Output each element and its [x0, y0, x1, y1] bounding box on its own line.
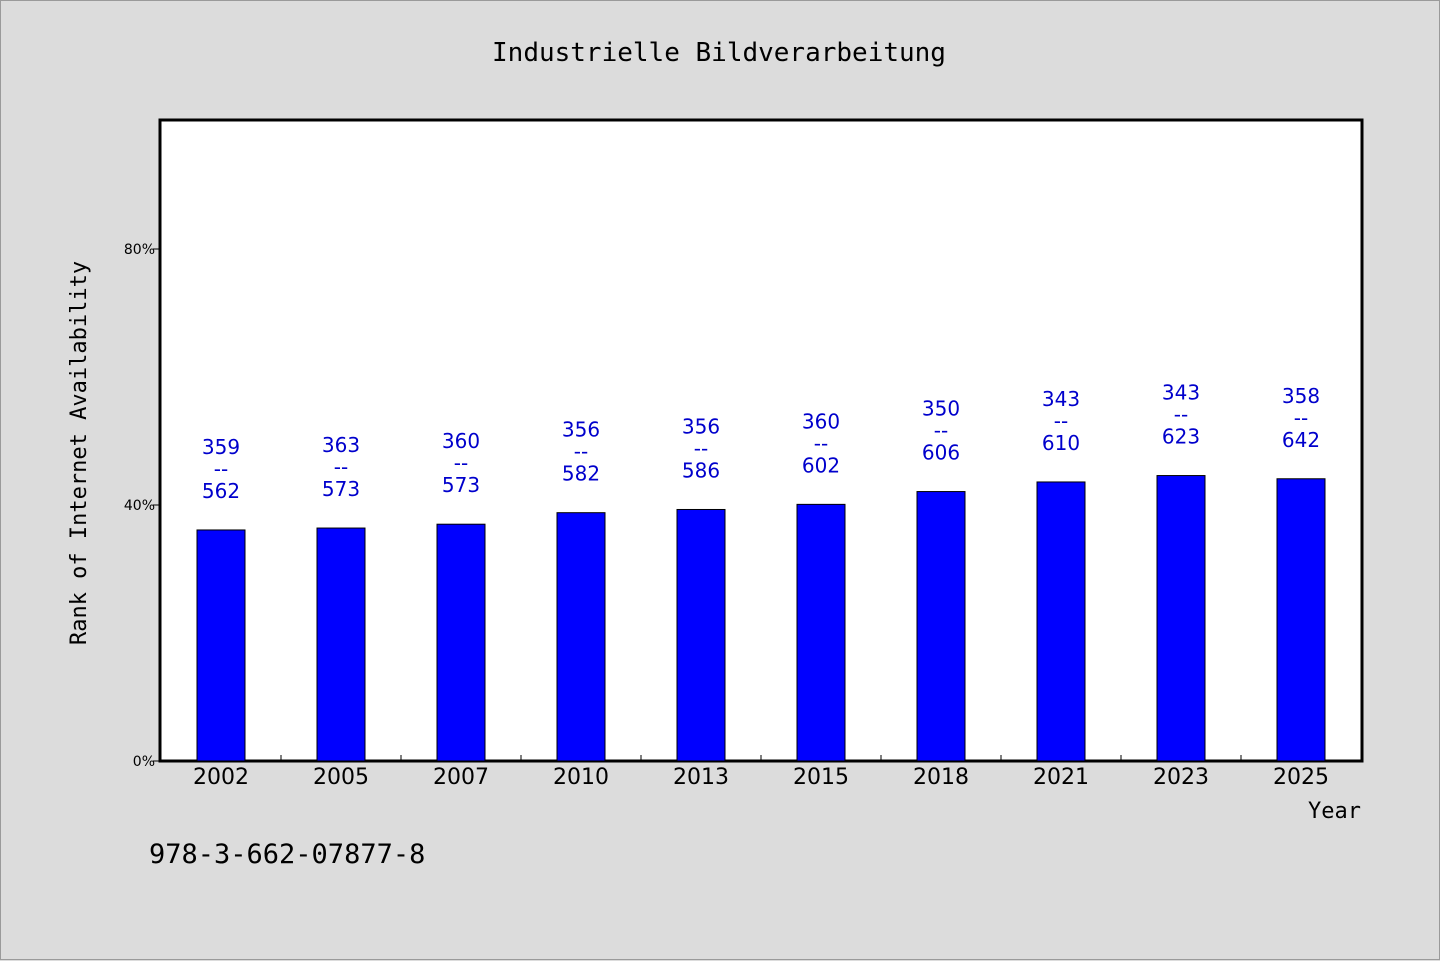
bar-2018 [916, 491, 966, 762]
x-tick-label: 2015 [793, 765, 849, 790]
x-tick-label: 2018 [913, 765, 969, 790]
data-labels: 562--359573--363573--360582--356586--356… [202, 381, 1320, 503]
x-tick-label: 2013 [673, 765, 729, 790]
bar-2023 [1156, 475, 1206, 762]
bar-2013 [676, 508, 726, 762]
y-tick-label: 0% [133, 754, 155, 770]
x-tick-label: 2005 [313, 765, 369, 790]
data-label-bottom: 573 [442, 473, 480, 497]
data-label-top: 359 [202, 435, 240, 459]
data-label-bottom: 582 [562, 462, 600, 486]
x-tick-label: 2025 [1273, 765, 1329, 790]
data-label-top: 350 [922, 397, 960, 421]
data-label-separator: -- [1174, 403, 1188, 427]
data-label-separator: -- [694, 436, 708, 460]
data-label-separator: -- [574, 440, 588, 464]
bar-2025 [1276, 478, 1326, 762]
bar-2007 [436, 523, 486, 762]
data-label-bottom: 573 [322, 477, 360, 501]
data-label-top: 356 [562, 418, 600, 442]
data-label-bottom: 562 [202, 479, 240, 503]
data-label-separator: -- [934, 419, 948, 443]
isbn-text: 978-3-662-07877-8 [149, 839, 425, 870]
x-axis-label: Year [1308, 799, 1361, 824]
chart-title: Industrielle Bildverarbeitung [492, 38, 946, 68]
data-label-bottom: 602 [802, 453, 840, 477]
x-axis: 2002 2005 2007 2010 2013 2015 2018 2021 2023 2025 [193, 755, 1329, 790]
y-tick-label: 80% [124, 242, 155, 258]
x-tick-label: 2023 [1153, 765, 1209, 790]
data-label-top: 343 [1042, 387, 1080, 411]
data-label-separator: -- [454, 451, 468, 475]
data-label-top: 363 [322, 433, 360, 457]
bar-2002 [196, 529, 246, 762]
x-tick-label: 2002 [193, 765, 249, 790]
data-label-separator: -- [214, 457, 228, 481]
data-label-separator: -- [814, 431, 828, 455]
bar-2005 [316, 527, 366, 762]
y-axis-label: Rank of Internet Availability [67, 261, 92, 645]
data-label-bottom: 606 [922, 441, 960, 465]
y-axis: 0% 40% 80% [124, 242, 161, 770]
bar-2010 [556, 512, 606, 762]
data-label-bottom: 623 [1162, 425, 1200, 449]
data-label-top: 360 [442, 429, 480, 453]
data-label-separator: -- [1054, 409, 1068, 433]
data-label-bottom: 586 [682, 458, 720, 482]
x-tick-label: 2021 [1033, 765, 1089, 790]
data-label-separator: -- [334, 455, 348, 479]
x-tick-label: 2007 [433, 765, 489, 790]
data-label-bottom: 642 [1282, 428, 1320, 452]
bars [196, 475, 1326, 762]
data-label-top: 356 [682, 414, 720, 438]
bar-2021 [1036, 481, 1086, 762]
data-label-bottom: 610 [1042, 431, 1080, 455]
data-label-separator: -- [1294, 406, 1308, 430]
data-label-top: 343 [1162, 381, 1200, 405]
data-label-top: 358 [1282, 384, 1320, 408]
y-tick-label: 40% [124, 498, 155, 514]
x-tick-label: 2010 [553, 765, 609, 790]
bar-2015 [796, 503, 846, 762]
data-label-top: 360 [802, 409, 840, 433]
